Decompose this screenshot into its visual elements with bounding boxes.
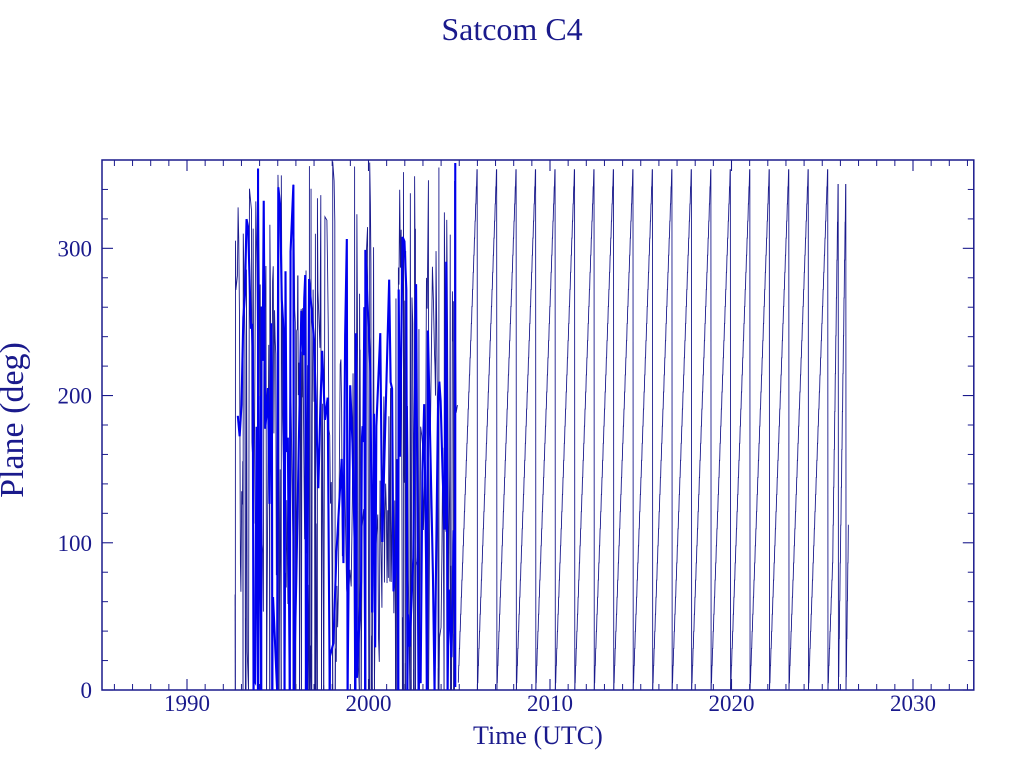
svg-text:Satcom C4: Satcom C4 (441, 11, 582, 47)
svg-text:300: 300 (58, 236, 93, 261)
svg-text:2020: 2020 (709, 691, 755, 716)
svg-text:Plane (deg): Plane (deg) (0, 342, 31, 498)
svg-text:Time (UTC): Time (UTC) (473, 721, 603, 750)
svg-text:2010: 2010 (527, 691, 573, 716)
svg-text:2000: 2000 (346, 691, 392, 716)
svg-text:2030: 2030 (890, 691, 936, 716)
svg-text:100: 100 (58, 531, 93, 556)
svg-text:200: 200 (58, 384, 93, 409)
svg-text:0: 0 (81, 678, 93, 703)
svg-text:1990: 1990 (164, 691, 210, 716)
